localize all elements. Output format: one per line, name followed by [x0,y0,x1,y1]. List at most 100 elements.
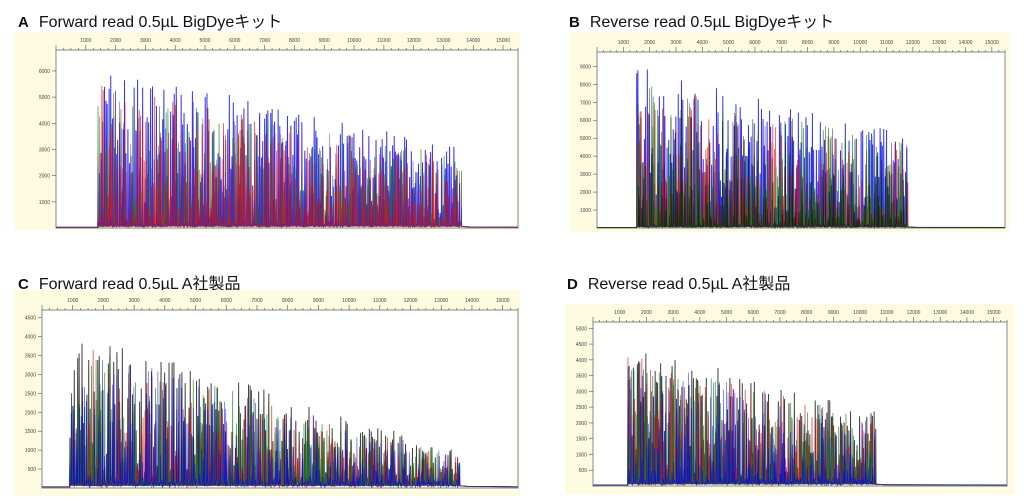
panel-title-text: Forward read 0.5µL BigDyeキット [38,14,283,31]
x-tick-label: 6000 [748,310,759,316]
panel-title-text: Forward read 0.5µL A社製品 [38,276,241,293]
x-tick-label: 14000 [959,40,973,46]
trace-series-3 [593,369,1008,487]
panel-c: C Forward read 0.5µL A社製品 1000 2000 3000 4000… [0,262,530,502]
panel-letter: D [567,276,578,293]
x-tick-label: 11000 [880,310,894,316]
panel-letter: A [18,14,29,31]
x-tick-label: 11000 [373,298,387,304]
electropherogram: 1000 2000 3000 4000 5000 6000 7000 8000 9000 1000… [569,32,1009,232]
trace-series-3 [42,356,519,489]
x-tick-label: 6000 [229,38,240,44]
x-tick-label: 1000 [67,298,78,304]
y-tick-label: 4000 [580,154,591,160]
panel-letter: B [569,14,580,31]
x-tick-label: 15000 [987,310,1001,316]
x-tick-label: 2000 [110,38,121,44]
x-tick-label: 4000 [694,310,705,316]
panel-title: C Forward read 0.5µL A社製品 [18,270,240,294]
x-tick-label: 5000 [190,298,201,304]
y-tick-label: 3000 [25,372,36,378]
x-tick-label: 7000 [774,310,785,316]
y-tick-label: 4000 [25,335,36,341]
x-tick-label: 15000 [985,40,999,46]
x-tick-label: 12000 [404,298,418,304]
y-tick-label: 3500 [576,374,587,380]
y-tick-label: 5000 [580,136,591,142]
y-tick-label: 1000 [576,452,587,458]
x-tick-label: 3000 [129,298,140,304]
x-tick-label: 9000 [828,40,839,46]
x-tick-label: 15000 [496,38,510,44]
y-tick-label: 1500 [25,429,36,435]
trace-series-4 [56,91,519,229]
y-tick-label: 4500 [25,316,36,322]
x-tick-label: 1000 [618,40,629,46]
x-tick-label: 3000 [668,310,679,316]
x-tick-label: 14000 [465,298,479,304]
x-tick-label: 1000 [80,38,91,44]
x-tick-label: 9000 [828,310,839,316]
x-tick-label: 9000 [319,38,330,44]
x-tick-label: 10000 [853,40,867,46]
x-tick-label: 5000 [721,310,732,316]
x-tick-label: 14000 [960,310,974,316]
x-tick-label: 4000 [697,40,708,46]
x-tick-label: 14000 [466,38,480,44]
x-tick-label: 12000 [407,38,421,44]
electropherogram: 1000 2000 3000 4000 5000 6000 7000 8000 9000 1000… [565,304,1015,494]
panel-title: A Forward read 0.5µL BigDyeキット [18,8,282,32]
x-tick-label: 11000 [377,38,391,44]
panel-title: D Reverse read 0.5µL A社製品 [567,270,790,294]
y-tick-label: 3000 [39,147,50,153]
y-tick-label: 1000 [580,208,591,214]
x-tick-label: 4000 [159,298,170,304]
panel-b: B Reverse read 0.5µL BigDyeキット 1000 2000 300… [555,0,1024,240]
y-tick-label: 7000 [580,100,591,106]
y-tick-label: 1500 [576,437,587,443]
y-tick-label: 2000 [25,410,36,416]
x-tick-label: 8000 [289,38,300,44]
x-tick-label: 6000 [749,40,760,46]
x-tick-label: 3000 [670,40,681,46]
y-tick-label: 3000 [580,172,591,178]
y-tick-label: 2000 [580,190,591,196]
x-tick-label: 8000 [801,310,812,316]
x-tick-label: 10000 [342,298,356,304]
y-tick-label: 4000 [576,358,587,364]
y-tick-label: 2000 [39,174,50,180]
x-tick-label: 4000 [170,38,181,44]
y-tick-label: 3500 [25,353,36,359]
y-tick-label: 5000 [576,326,587,332]
electropherogram: 1000 2000 3000 4000 5000 6000 7000 8000 9000 1000… [14,290,520,496]
x-tick-label: 15000 [496,298,510,304]
x-tick-label: 8000 [282,298,293,304]
x-tick-label: 6000 [221,298,232,304]
x-tick-label: 5000 [723,40,734,46]
y-tick-label: 3000 [576,389,587,395]
x-tick-label: 2000 [644,40,655,46]
panel-title-text: Reverse read 0.5µL A社製品 [587,276,791,293]
x-tick-label: 10000 [347,38,361,44]
y-tick-label: 1000 [25,448,36,454]
x-tick-label: 2000 [98,298,109,304]
x-tick-label: 1000 [614,310,625,316]
panel-title: B Reverse read 0.5µL BigDyeキット [569,8,834,32]
panel-d: D Reverse read 0.5µL A社製品 1000 2000 3000 4000… [555,262,1024,502]
trace-series-4 [597,88,1006,229]
y-tick-label: 8000 [580,82,591,88]
x-tick-label: 2000 [641,310,652,316]
x-tick-label: 7000 [259,38,270,44]
electropherogram: 1000 2000 3000 4000 5000 6000 7000 8000 9000 1000… [14,32,520,230]
x-tick-label: 13000 [437,38,451,44]
x-tick-label: 7000 [251,298,262,304]
x-tick-label: 13000 [933,310,947,316]
y-tick-label: 500 [28,467,37,473]
y-tick-label: 6000 [39,69,50,75]
x-tick-label: 10000 [853,310,867,316]
x-tick-label: 3000 [140,38,151,44]
y-tick-label: 5000 [39,95,50,101]
y-tick-label: 9000 [580,64,591,70]
y-tick-label: 2500 [25,391,36,397]
trace-series-4 [42,359,519,489]
